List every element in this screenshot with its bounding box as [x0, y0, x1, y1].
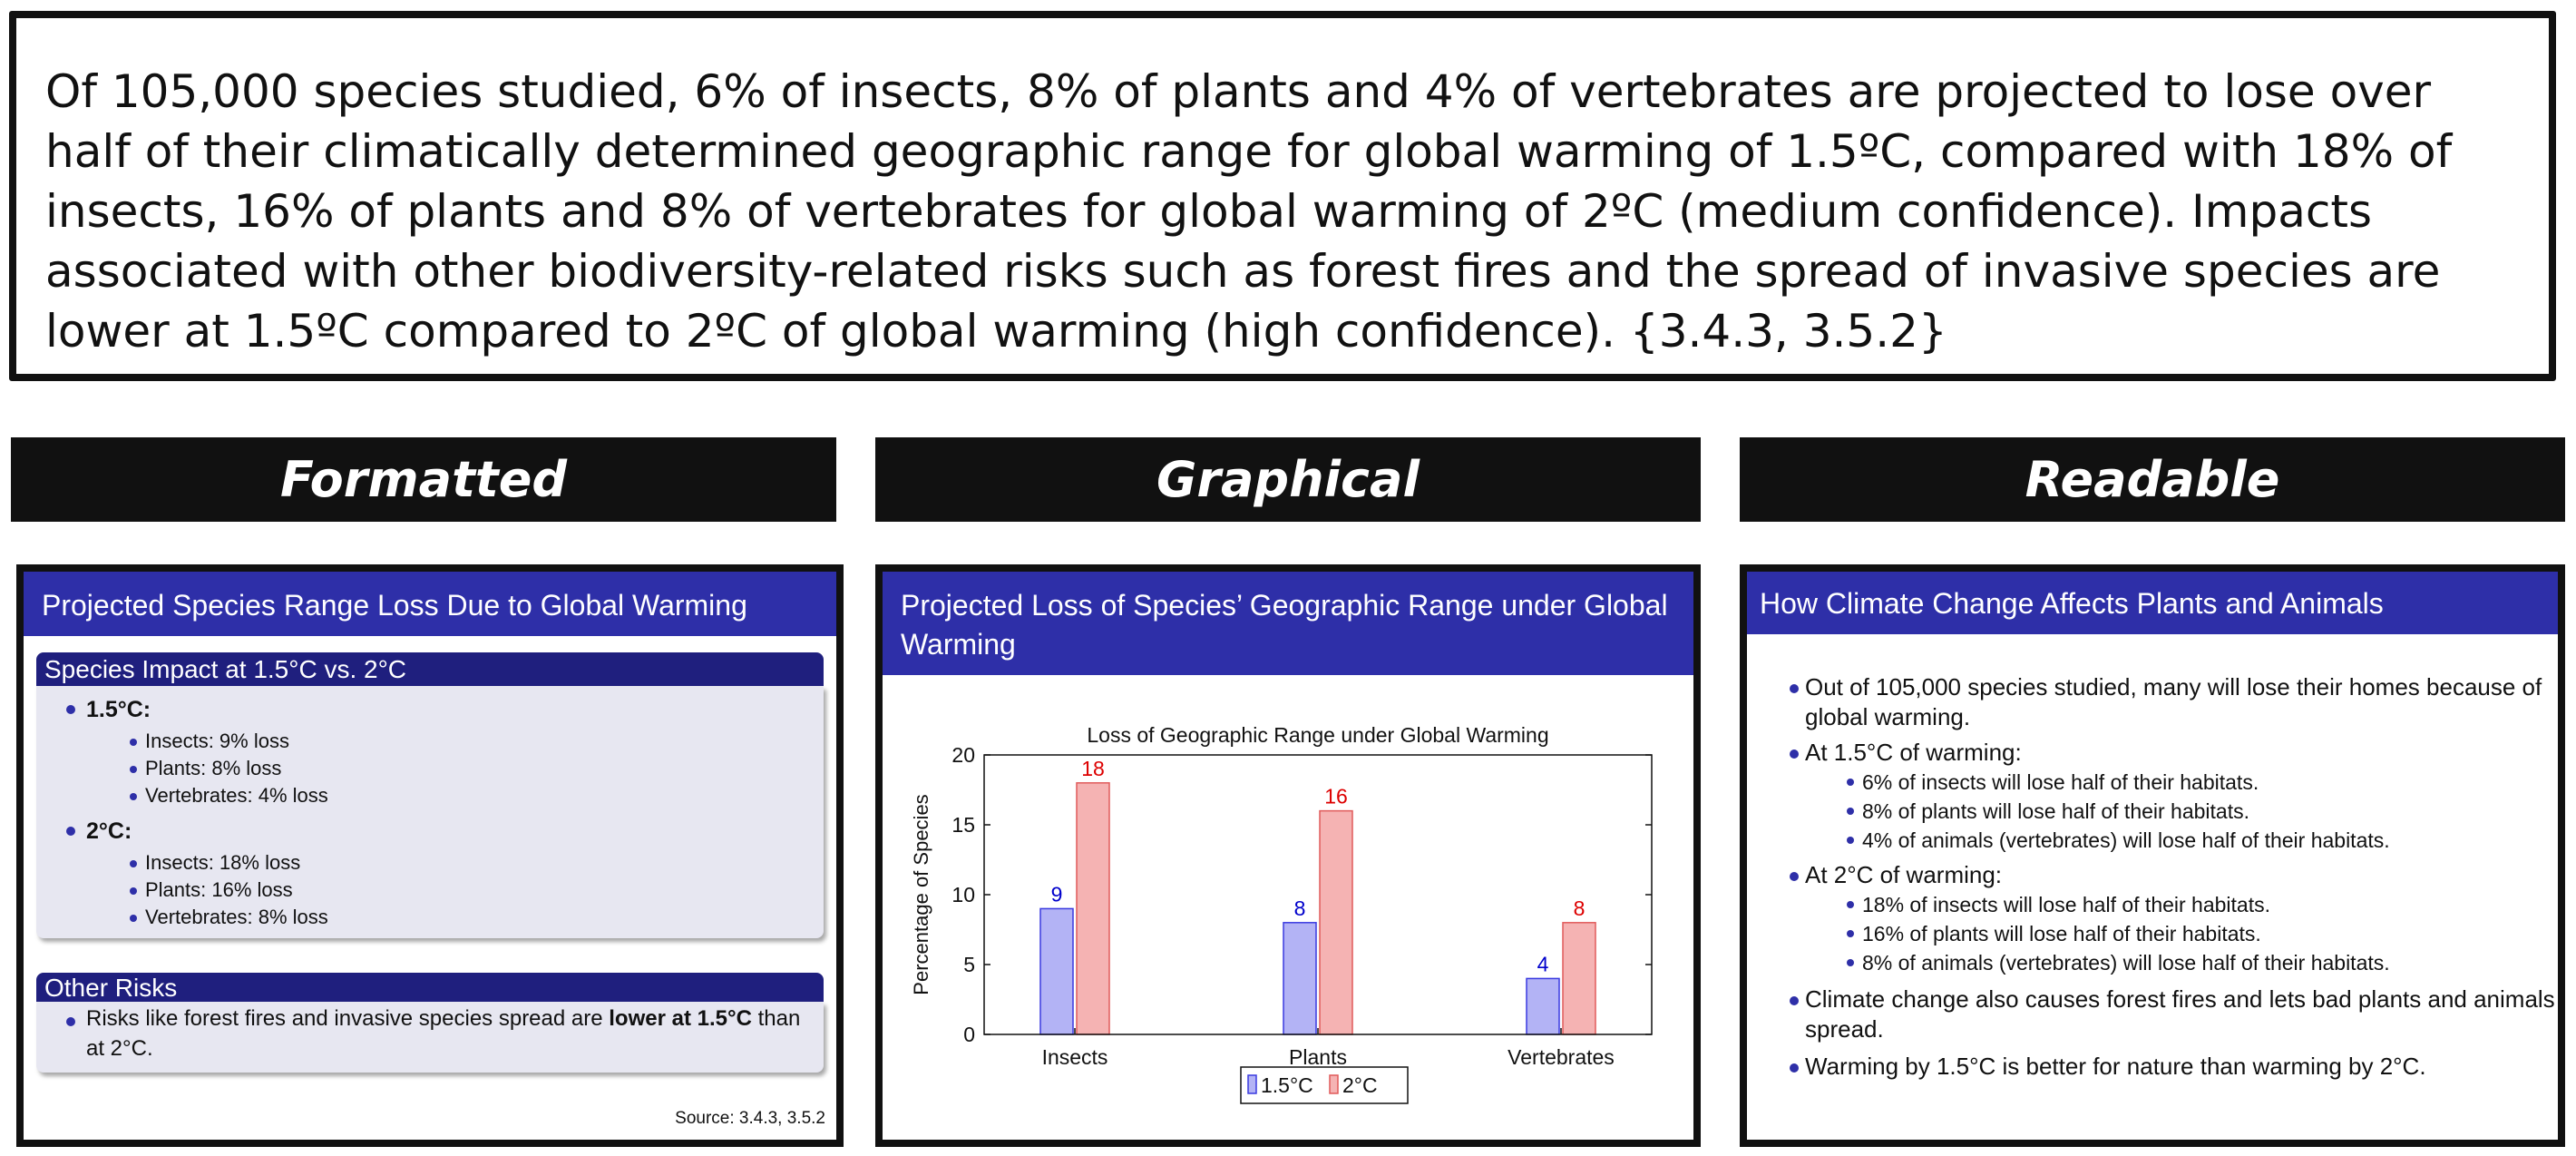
- data-label: 8: [1574, 896, 1586, 920]
- data-label: 9: [1051, 882, 1063, 906]
- readable-slide: How Climate Change Affects Plants and An…: [1740, 564, 2565, 1147]
- column-title-graphical: Graphical: [1156, 451, 1420, 508]
- bar: [1562, 922, 1596, 1035]
- y-tick-label: 15: [951, 813, 975, 837]
- data-label: 16: [1324, 785, 1348, 808]
- legend-swatch: [1247, 1074, 1257, 1094]
- list-item: Warming by 1.5°C is better for nature th…: [1747, 1052, 2558, 1082]
- list-item: 8% of plants will lose half of their hab…: [1747, 797, 2558, 826]
- y-axis-label: Percentage of Species: [910, 794, 932, 994]
- y-tick-label: 5: [963, 953, 975, 976]
- list-item: 1.5°C:: [36, 691, 824, 728]
- bar: [1319, 809, 1353, 1035]
- block-title: Other Risks: [36, 973, 824, 1002]
- list-item: Plants: 8% loss: [36, 755, 824, 782]
- list-item: At 2°C of warming:: [1747, 860, 2558, 890]
- slide-title: How Climate Change Affects Plants and An…: [1747, 572, 2558, 634]
- data-label: 4: [1537, 952, 1549, 975]
- graphical-slide: Projected Loss of Species’ Geographic Ra…: [875, 564, 1701, 1147]
- x-tick-label: Vertebrates: [1508, 1045, 1615, 1069]
- list-item: Plants: 16% loss: [36, 877, 824, 904]
- risks-list: Risks like forest fires and invasive spe…: [36, 1004, 805, 1063]
- data-label: 8: [1294, 896, 1306, 920]
- legend-label: 2°C: [1342, 1073, 1378, 1097]
- list-item: 16% of plants will lose half of their ha…: [1747, 919, 2558, 948]
- block-body: 1.5°C: Insects: 9% loss Plants: 8% loss …: [36, 686, 824, 938]
- formatted-slide: Projected Species Range Loss Due to Glob…: [16, 564, 844, 1147]
- bar-chart: Loss of Geographic Range under Global Wa…: [910, 723, 1653, 1104]
- y-tick-label: 20: [951, 743, 975, 767]
- x-tick-label: Plants: [1289, 1045, 1347, 1069]
- other-risks-block: Other Risks Risks like forest fires and …: [36, 973, 824, 1073]
- column-header-graphical: Graphical: [875, 437, 1701, 522]
- slide-title: Projected Species Range Loss Due to Glob…: [24, 572, 836, 636]
- list-item: 8% of animals (vertebrates) will lose ha…: [1747, 948, 2558, 977]
- column-title-formatted: Formatted: [279, 451, 568, 508]
- plot-frame: [983, 754, 1653, 1035]
- y-tick-label: 0: [963, 1023, 975, 1046]
- list-item: Climate change also causes forest fires …: [1747, 985, 2558, 1044]
- source-note: Source: 3.4.3, 3.5.2: [675, 1109, 825, 1128]
- readable-list: Out of 105,000 species studied, many wil…: [1747, 672, 2558, 1082]
- list-item: Insects: 9% loss: [36, 728, 824, 755]
- list-item: Vertebrates: 8% loss: [36, 904, 824, 931]
- statement-text: Of 105,000 species studied, 6% of insect…: [45, 65, 2453, 358]
- y-tick-label: 10: [951, 883, 975, 906]
- list-item: Insects: 18% loss: [36, 849, 824, 877]
- legend-swatch: [1329, 1074, 1339, 1094]
- list-item: 2°C:: [36, 813, 824, 849]
- bar: [1039, 907, 1074, 1035]
- bar: [1283, 922, 1317, 1035]
- column-header-readable: Readable: [1740, 437, 2565, 522]
- bar: [1076, 782, 1110, 1035]
- impact-list: 1.5°C: Insects: 9% loss Plants: 8% loss …: [36, 691, 824, 931]
- list-item: 4% of animals (vertebrates) will lose ha…: [1747, 826, 2558, 855]
- column-title-readable: Readable: [2025, 451, 2280, 508]
- bar: [1526, 977, 1560, 1035]
- x-tick-label: Insects: [1042, 1045, 1108, 1069]
- block-title: Species Impact at 1.5°C vs. 2°C: [36, 652, 824, 686]
- legend-box: [1240, 1066, 1409, 1104]
- block-body: Risks like forest fires and invasive spe…: [36, 1002, 824, 1073]
- statement-box: Of 105,000 species studied, 6% of insect…: [9, 11, 2556, 381]
- chart-title: Loss of Geographic Range under Global Wa…: [1087, 723, 1548, 747]
- list-item: Out of 105,000 species studied, many wil…: [1747, 672, 2558, 732]
- list-item: 18% of insects will lose half of their h…: [1747, 890, 2558, 919]
- list-item: Risks like forest fires and invasive spe…: [36, 1004, 805, 1063]
- list-item: Vertebrates: 4% loss: [36, 782, 824, 809]
- legend-label: 1.5°C: [1261, 1073, 1313, 1097]
- species-impact-block: Species Impact at 1.5°C vs. 2°C 1.5°C: I…: [36, 652, 824, 938]
- slide-title: Projected Loss of Species’ Geographic Ra…: [883, 572, 1693, 675]
- list-item: At 1.5°C of warming:: [1747, 738, 2558, 768]
- list-item: 6% of insects will lose half of their ha…: [1747, 768, 2558, 797]
- data-label: 18: [1081, 757, 1105, 780]
- column-header-formatted: Formatted: [11, 437, 836, 522]
